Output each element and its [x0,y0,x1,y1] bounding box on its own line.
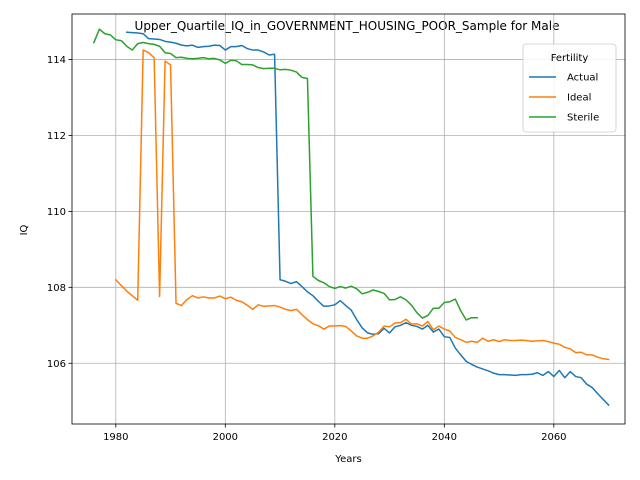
x-tick-label: 2040 [432,432,457,443]
y-tick-label: 106 [47,359,66,370]
x-tick-label: 2020 [322,432,347,443]
x-axis-label: Years [334,454,361,465]
x-tick-label: 1980 [103,432,128,443]
y-axis-label: IQ [19,224,30,235]
legend-label: Ideal [567,93,591,104]
y-tick-label: 110 [47,207,66,218]
y-tick-label: 114 [47,55,66,66]
y-tick-label: 108 [47,283,66,294]
legend-label: Sterile [567,113,599,124]
x-tick-label: 2060 [541,432,566,443]
legend-title: Fertility [551,53,589,64]
y-tick-label: 112 [47,131,66,142]
x-tick-label: 2000 [213,432,238,443]
legend-label: Actual [567,73,598,84]
chart-title: Upper_Quartile_IQ_in_GOVERNMENT_HOUSING_… [135,19,560,33]
legend: Fertility Actual Ideal Sterile [523,44,616,132]
